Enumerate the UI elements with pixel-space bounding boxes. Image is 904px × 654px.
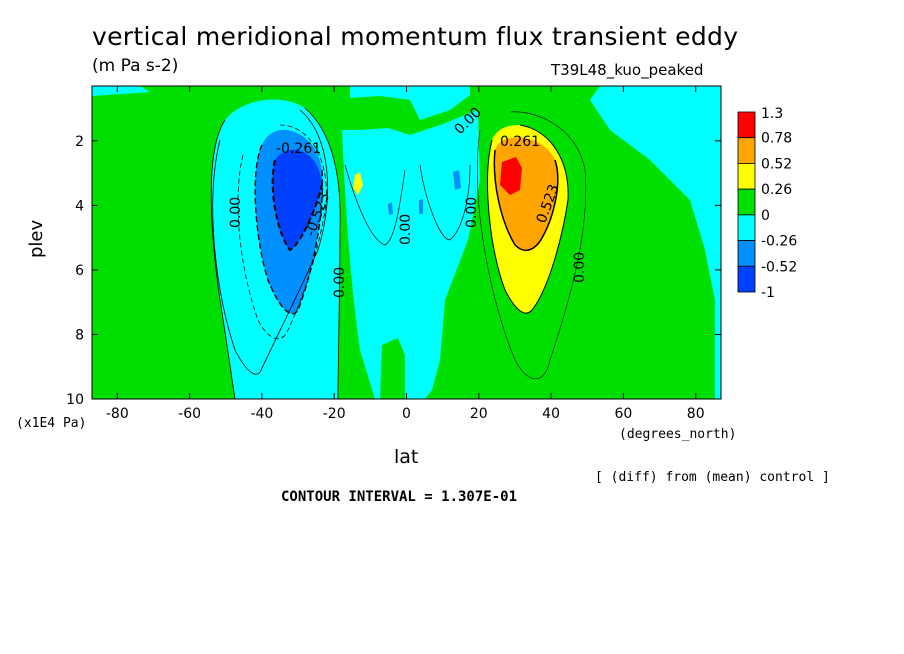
contour-line	[344, 164, 406, 246]
x-axis-label: lat	[394, 446, 419, 468]
cyan-region-west	[92, 86, 150, 96]
contour-label: 0.00	[228, 197, 244, 228]
colorbar-swatch	[737, 214, 756, 241]
axes: -80 -60 -40 -20 0 20 40 60 80 2 4 6 8 10	[66, 86, 721, 422]
cyan-region-top	[350, 86, 470, 120]
contour-line	[237, 124, 327, 340]
colorbar-label: -1	[761, 285, 775, 301]
contour-label: 0.00	[572, 252, 588, 283]
contour-line	[254, 144, 324, 315]
blue-spot-center	[419, 199, 423, 214]
x-tick-label: -60	[178, 406, 201, 422]
positive-lobe-core	[500, 157, 522, 195]
x-tick-label: -40	[250, 406, 273, 422]
y-tick-label: 10	[66, 392, 84, 408]
x-tick-label: -20	[323, 406, 346, 422]
zero-contour	[304, 107, 341, 400]
contour-label: 0.00	[398, 214, 414, 245]
yellow-spot	[353, 172, 363, 195]
y-axis-units: (x1E4 Pa)	[16, 416, 87, 431]
colorbar-swatch	[737, 240, 756, 267]
contour-lines	[210, 107, 587, 400]
run-label: T39L48_kuo_peaked	[551, 61, 704, 79]
colorbar-label: 0.78	[761, 131, 792, 147]
colorbar-label: 0.26	[761, 182, 792, 198]
y-axis-label: plev	[26, 219, 47, 258]
colorbar-swatch	[737, 137, 756, 164]
central-cyan	[342, 110, 480, 399]
contour-label: -0.261	[276, 141, 321, 157]
contour-label: 0.00	[332, 267, 348, 298]
x-tick-label: 60	[614, 406, 632, 422]
colorbar-label: -0.26	[761, 234, 797, 250]
y-tick-label: 4	[75, 198, 84, 214]
x-tick-label: -80	[106, 406, 129, 422]
x-tick-label: 0	[402, 406, 411, 422]
x-axis-units: (degrees_north)	[619, 427, 737, 442]
contour-line	[419, 164, 471, 241]
difference-note: [ (diff) from (mean) control ]	[595, 470, 830, 485]
chart-title: vertical meridional momentum flux transi…	[92, 22, 739, 51]
chart-units: (m Pa s-2)	[92, 56, 179, 76]
colorbar: 1.3 0.78 0.52 0.26 0 -0.26 -0.52 -1	[737, 106, 797, 301]
contour-label: 0.261	[500, 134, 540, 150]
filled-contours	[92, 86, 721, 399]
y-tick-label: 2	[75, 134, 84, 150]
x-tick-label: 40	[542, 406, 560, 422]
x-tick-label: 20	[470, 406, 488, 422]
negative-lobe-core	[272, 149, 322, 250]
colorbar-swatch	[737, 188, 756, 216]
contour-line	[487, 124, 569, 314]
contour-line	[493, 149, 559, 252]
colorbar-swatch	[737, 265, 756, 293]
colorbar-label: 0.52	[761, 156, 792, 172]
contour-label: 0.00	[464, 197, 480, 228]
contour-interval: CONTOUR INTERVAL = 1.307E-01	[281, 489, 518, 505]
contour-line	[271, 159, 323, 252]
colorbar-swatch	[737, 163, 756, 190]
y-tick-label: 6	[75, 263, 84, 279]
colorbar-label: -0.52	[761, 259, 797, 275]
colorbar-swatch	[737, 111, 756, 139]
contour-line	[477, 111, 587, 379]
zero-contour	[210, 119, 236, 400]
x-tick-label: 80	[687, 406, 705, 422]
colorbar-label: 1.3	[761, 106, 783, 122]
y-tick-label: 8	[75, 327, 84, 343]
cyan-region-east	[590, 86, 721, 399]
blue-spot-left	[388, 202, 393, 215]
contour-line	[212, 109, 329, 375]
colorbar-label: 0	[761, 208, 770, 224]
blue-spot-right	[453, 170, 461, 190]
